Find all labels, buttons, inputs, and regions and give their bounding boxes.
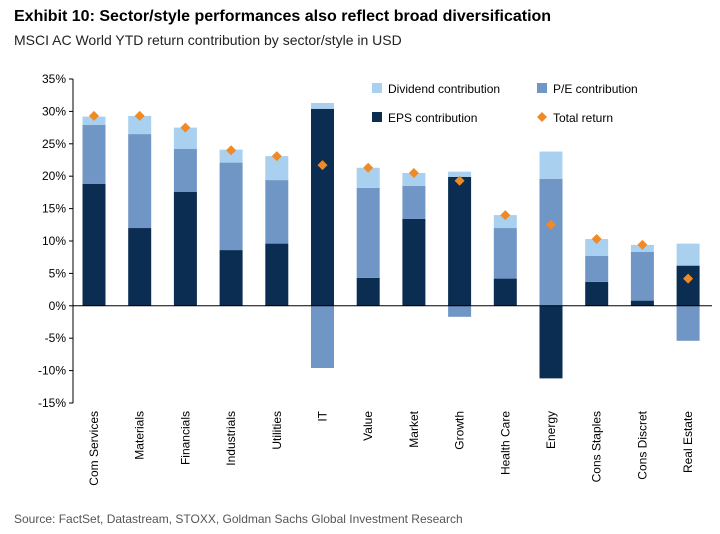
bar-p-e-contributionsegment: [128, 134, 152, 229]
bar-dividend-contributionsegment: [676, 243, 700, 266]
total-return-marker: [408, 167, 419, 178]
legend-swatch: [372, 112, 382, 122]
x-tick-label: Cons Staples: [590, 411, 604, 482]
bar-eps-contributionsegment: [585, 281, 609, 306]
y-tick-label: 25%: [42, 137, 66, 151]
bar-p-e-contributionsegment: [82, 125, 106, 184]
total-return-marker: [226, 145, 237, 156]
total-return-marker: [591, 234, 602, 245]
y-tick-label: -10%: [38, 364, 66, 378]
bar-p-e-contributionsegment: [539, 178, 563, 306]
x-tick-label: Materials: [133, 411, 147, 460]
bar-dividend-contributionsegment: [585, 239, 609, 256]
x-tick-label: Utilities: [270, 411, 284, 450]
y-tick-label: 15%: [42, 202, 66, 216]
x-tick-label: Health Care: [498, 411, 512, 475]
chart-subtitle: MSCI AC World YTD return contribution by…: [14, 32, 402, 48]
bar-dividend-contributionsegment: [539, 151, 563, 179]
y-tick-label: -5%: [45, 331, 67, 345]
x-tick-label: Industrials: [224, 411, 238, 466]
x-tick-label: Market: [407, 410, 421, 447]
bar-eps-contributionsegment: [311, 108, 334, 306]
total-return-marker: [454, 175, 465, 186]
bar-eps-contributionsegment: [219, 250, 243, 306]
bar-dividend-contributionsegment: [311, 102, 334, 109]
bar-eps-contributionsegment: [539, 305, 563, 379]
bar-dividend-contributionsegment: [356, 167, 380, 188]
total-return-marker: [134, 110, 145, 121]
bar-p-e-contributionsegment: [585, 255, 609, 282]
bar-p-e-contributionsegment: [311, 305, 334, 369]
x-tick-label: Value: [361, 411, 375, 441]
total-return-marker: [180, 122, 191, 133]
bar-dividend-contributionsegment: [493, 215, 517, 229]
legend-label: Dividend contribution: [388, 82, 500, 96]
bar-eps-contributionsegment: [630, 300, 654, 306]
bar-eps-contributionsegment: [82, 183, 106, 306]
legend-swatch: [537, 83, 547, 93]
y-tick-label: 0%: [49, 299, 67, 313]
bar-dividend-contributionsegment: [128, 115, 152, 135]
total-return-marker: [637, 239, 648, 250]
y-tick-label: 5%: [49, 266, 67, 280]
bar-eps-contributionsegment: [676, 265, 700, 306]
bar-eps-contributionsegment: [265, 243, 289, 306]
bar-eps-contributionsegment: [448, 176, 472, 306]
x-tick-label: Growth: [453, 411, 467, 450]
chart-title: Exhibit 10: Sector/style performances al…: [14, 8, 552, 25]
x-tick-label: Com Services: [87, 411, 101, 486]
bar-dividend-contributionsegment: [448, 171, 472, 177]
legend-label: P/E contribution: [553, 82, 638, 96]
chart-source: Source: FactSet, Datastream, STOXX, Gold…: [14, 512, 463, 526]
legend-label: Total return: [553, 111, 613, 125]
bar-eps-contributionsegment: [402, 218, 426, 306]
bar-eps-contributionsegment: [173, 191, 197, 306]
legend-label: EPS contribution: [388, 111, 477, 125]
total-return-marker: [271, 151, 282, 162]
bar-p-e-contributionsegment: [493, 228, 517, 279]
total-return-marker: [363, 162, 374, 173]
bar-dividend-contributionsegment: [219, 149, 243, 163]
total-return-marker: [89, 110, 99, 121]
total-return-marker: [546, 219, 556, 230]
y-tick-label: 30%: [42, 104, 66, 118]
y-tick-label: 20%: [42, 169, 66, 183]
bar-eps-contributionsegment: [128, 228, 152, 306]
bar-p-e-contributionsegment: [448, 305, 472, 317]
bar-p-e-contributionsegment: [676, 305, 700, 341]
x-tick-label: Financials: [178, 411, 192, 465]
bar-p-e-contributionsegment: [173, 148, 197, 192]
x-tick-label: Cons Discret: [635, 410, 649, 479]
legend-swatch: [537, 112, 547, 122]
bar-p-e-contributionsegment: [265, 180, 289, 244]
legend-swatch: [372, 83, 382, 93]
bar-p-e-contributionsegment: [402, 185, 426, 219]
bar-eps-contributionsegment: [493, 278, 517, 306]
bar-p-e-contributionsegment: [356, 187, 380, 278]
total-return-marker: [683, 273, 694, 284]
bar-dividend-contributionsegment: [402, 172, 426, 186]
x-tick-label: IT: [316, 410, 330, 421]
bar-p-e-contributionsegment: [219, 162, 243, 251]
bar-eps-contributionsegment: [356, 277, 380, 306]
x-tick-label: Real Estate: [681, 411, 695, 473]
x-tick-label: Energy: [544, 411, 558, 449]
bar-p-e-contributionsegment: [630, 252, 654, 301]
y-tick-label: 10%: [42, 234, 66, 248]
total-return-marker: [500, 210, 511, 221]
total-return-marker: [317, 160, 328, 171]
y-tick-label: -15%: [38, 396, 66, 410]
bar-dividend-contributionsegment: [173, 127, 197, 149]
y-tick-label: 35%: [42, 72, 66, 86]
bar-dividend-contributionsegment: [265, 156, 289, 181]
